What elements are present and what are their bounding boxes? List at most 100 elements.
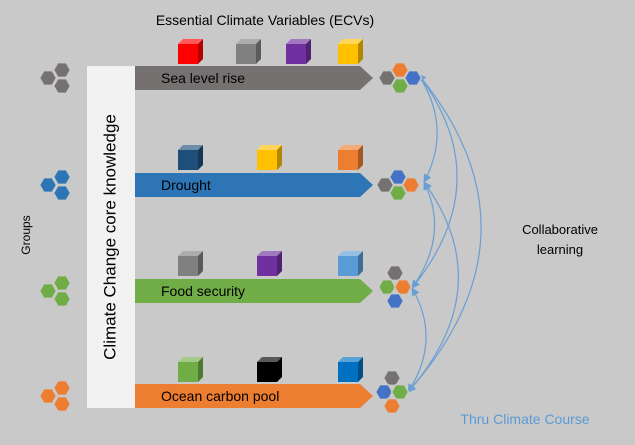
right-hexagon bbox=[385, 292, 405, 310]
right-hexagon bbox=[385, 264, 405, 282]
ecv-cube-top bbox=[338, 145, 363, 150]
ecv-cube-front bbox=[178, 150, 198, 170]
group-bar-shape bbox=[135, 66, 373, 90]
ecv-cube-front bbox=[257, 362, 277, 382]
group-bar-label: Sea level rise bbox=[161, 70, 245, 86]
ecv-cube-top bbox=[257, 145, 282, 150]
ecv-cube bbox=[338, 357, 363, 382]
right-hexagon bbox=[377, 278, 397, 296]
ecv-cube bbox=[286, 39, 311, 64]
ecv-cube-top bbox=[286, 39, 311, 44]
ecv-cube-side bbox=[358, 145, 363, 170]
ecv-cube bbox=[236, 39, 261, 64]
ecv-cube bbox=[178, 357, 203, 382]
core-knowledge-label: Climate Change core knowledge bbox=[100, 114, 119, 360]
core-knowledge-box bbox=[87, 66, 135, 408]
ecv-cube bbox=[257, 357, 282, 382]
left-hexagon bbox=[38, 69, 58, 87]
left-hexagon bbox=[52, 395, 72, 413]
left-hexagon bbox=[38, 176, 58, 194]
left-hexagon bbox=[38, 282, 58, 300]
groups-label: Groups bbox=[19, 215, 33, 254]
ecv-cube-front bbox=[338, 256, 358, 276]
ecv-cube-front bbox=[178, 256, 198, 276]
collab-label-line1: Collaborative bbox=[522, 222, 598, 237]
ecv-cube bbox=[257, 145, 282, 170]
ecv-cube-side bbox=[306, 39, 311, 64]
ecv-cube bbox=[338, 251, 363, 276]
ecv-cube-side bbox=[198, 357, 203, 382]
collaboration-arc bbox=[411, 73, 458, 289]
ecv-cube-top bbox=[257, 251, 282, 256]
left-hexagon bbox=[52, 61, 72, 79]
ecv-cube-top bbox=[257, 357, 282, 362]
ecv-cube-top bbox=[338, 357, 363, 362]
group-bar-shape bbox=[135, 173, 373, 197]
course-footer: Thru Climate Course bbox=[460, 411, 589, 427]
ecv-cube-side bbox=[198, 39, 203, 64]
ecv-cube-top bbox=[236, 39, 261, 44]
collab-label-line2: learning bbox=[537, 242, 583, 257]
ecv-cube bbox=[178, 39, 203, 64]
group-bar-1: Sea level rise bbox=[38, 39, 423, 95]
left-hexagon bbox=[52, 290, 72, 308]
left-hexagon bbox=[38, 387, 58, 405]
group-bar-label: Food security bbox=[161, 283, 245, 299]
collaboration-arc bbox=[407, 73, 482, 393]
ecv-cube-front bbox=[178, 44, 198, 64]
ecv-cube-front bbox=[338, 150, 358, 170]
ecv-title: Essential Climate Variables (ECVs) bbox=[156, 12, 374, 28]
ecv-cube-side bbox=[277, 357, 282, 382]
group-bar-3: Food security bbox=[38, 251, 413, 310]
ecv-cube-side bbox=[358, 39, 363, 64]
ecv-cube-side bbox=[256, 39, 261, 64]
left-hexagon bbox=[52, 168, 72, 186]
left-hexagon bbox=[52, 184, 72, 202]
right-hexagon bbox=[390, 77, 410, 95]
ecv-cube bbox=[338, 145, 363, 170]
collaboration-arc bbox=[407, 181, 459, 393]
right-hexagon bbox=[393, 278, 413, 296]
right-hexagon bbox=[374, 383, 394, 401]
ecv-cube-front bbox=[236, 44, 256, 64]
collaboration-arc bbox=[417, 73, 438, 183]
ecv-cube-side bbox=[198, 145, 203, 170]
ecv-cube-top bbox=[178, 39, 203, 44]
right-hexagon bbox=[382, 369, 402, 387]
ecv-cube-top bbox=[338, 39, 363, 44]
ecv-cube bbox=[178, 251, 203, 276]
group-bar-shape bbox=[135, 384, 373, 408]
ecv-cube-top bbox=[178, 145, 203, 150]
ecv-cube-side bbox=[358, 251, 363, 276]
ecv-cube bbox=[178, 145, 203, 170]
right-hexagon bbox=[390, 383, 410, 401]
ecv-cube-side bbox=[358, 357, 363, 382]
right-hexagon bbox=[382, 397, 402, 415]
collaboration-arcs bbox=[407, 73, 482, 393]
ecv-cube bbox=[338, 39, 363, 64]
left-hexagon bbox=[52, 77, 72, 95]
ecv-cube-front bbox=[257, 256, 277, 276]
ecv-cube-front bbox=[338, 44, 358, 64]
group-bar-label: Ocean carbon pool bbox=[161, 388, 279, 404]
group-bar-shape bbox=[135, 279, 373, 303]
group-bar-4: Ocean carbon pool bbox=[38, 357, 410, 415]
ecv-cube-top bbox=[338, 251, 363, 256]
group-bar-label: Drought bbox=[161, 177, 211, 193]
ecv-cube bbox=[257, 251, 282, 276]
ecv-cube-front bbox=[178, 362, 198, 382]
ecv-cube-top bbox=[178, 357, 203, 362]
ecv-cube-side bbox=[277, 251, 282, 276]
ecv-cube-top bbox=[178, 251, 203, 256]
right-hexagon bbox=[388, 184, 408, 202]
collaboration-arc bbox=[407, 287, 427, 393]
ecv-cube-front bbox=[257, 150, 277, 170]
ecv-cube-front bbox=[286, 44, 306, 64]
ecv-cube-side bbox=[198, 251, 203, 276]
ecv-cube-side bbox=[277, 145, 282, 170]
ecv-cube-front bbox=[338, 362, 358, 382]
group-bar-2: Drought bbox=[38, 145, 421, 202]
left-hexagon bbox=[52, 274, 72, 292]
